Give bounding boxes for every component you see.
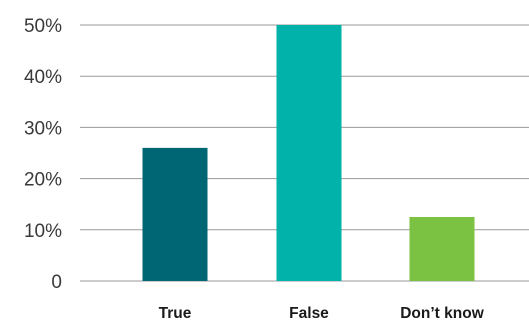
bar-false (276, 25, 342, 281)
y-tick-label-30: 30% (24, 118, 62, 139)
bar-true (142, 147, 208, 281)
x-category-label-1: False (289, 305, 329, 322)
y-tick-label-20: 20% (24, 170, 62, 191)
x-axis-category-labels: True False Don’t know (159, 305, 485, 322)
x-category-label-2: Don’t know (400, 305, 484, 322)
y-tick-label-0: 0 (51, 272, 62, 293)
bar-don-t-know (409, 217, 475, 281)
x-category-label-0: True (159, 305, 192, 322)
y-tick-label-40: 40% (24, 67, 62, 88)
y-tick-label-50: 50% (24, 16, 62, 37)
y-axis-tick-labels: 0 10% 20% 30% 40% 50% (24, 16, 62, 293)
y-tick-label-10: 10% (24, 221, 62, 242)
bars (142, 25, 475, 281)
